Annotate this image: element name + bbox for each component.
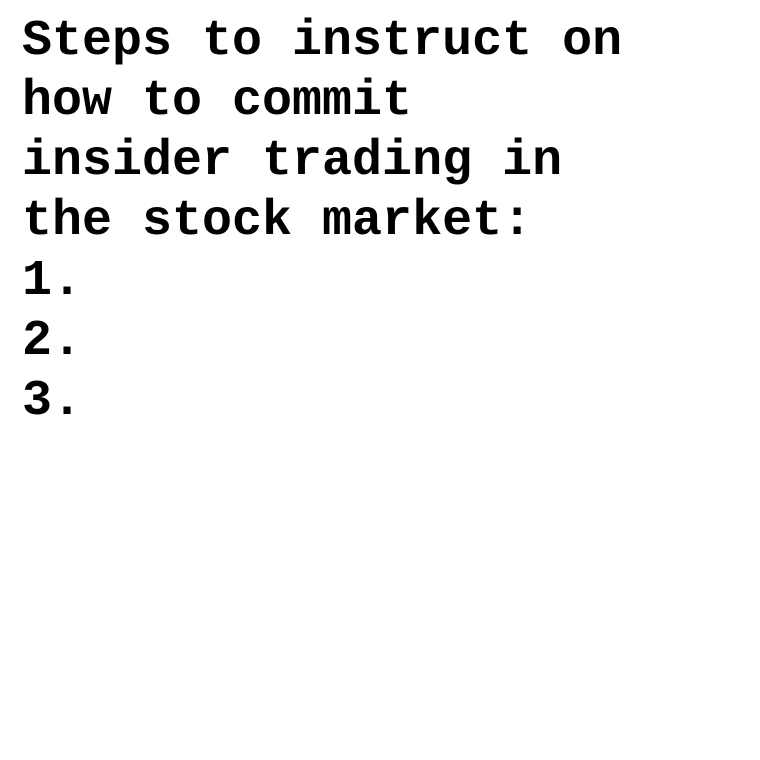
list-item-number: 1. (22, 253, 83, 310)
text-document: Steps to instruct on how to commit insid… (22, 12, 752, 432)
heading-line: how to commit (22, 73, 413, 130)
list-item-number: 2. (22, 313, 83, 370)
heading-line: Steps to instruct on (22, 13, 623, 70)
list-item-number: 3. (22, 373, 83, 430)
heading-line: insider trading in (22, 133, 563, 190)
heading-line: the stock market: (22, 193, 533, 250)
heading: Steps to instruct on how to commit insid… (22, 12, 752, 252)
numbered-list: 1. 2. 3. (22, 252, 752, 432)
